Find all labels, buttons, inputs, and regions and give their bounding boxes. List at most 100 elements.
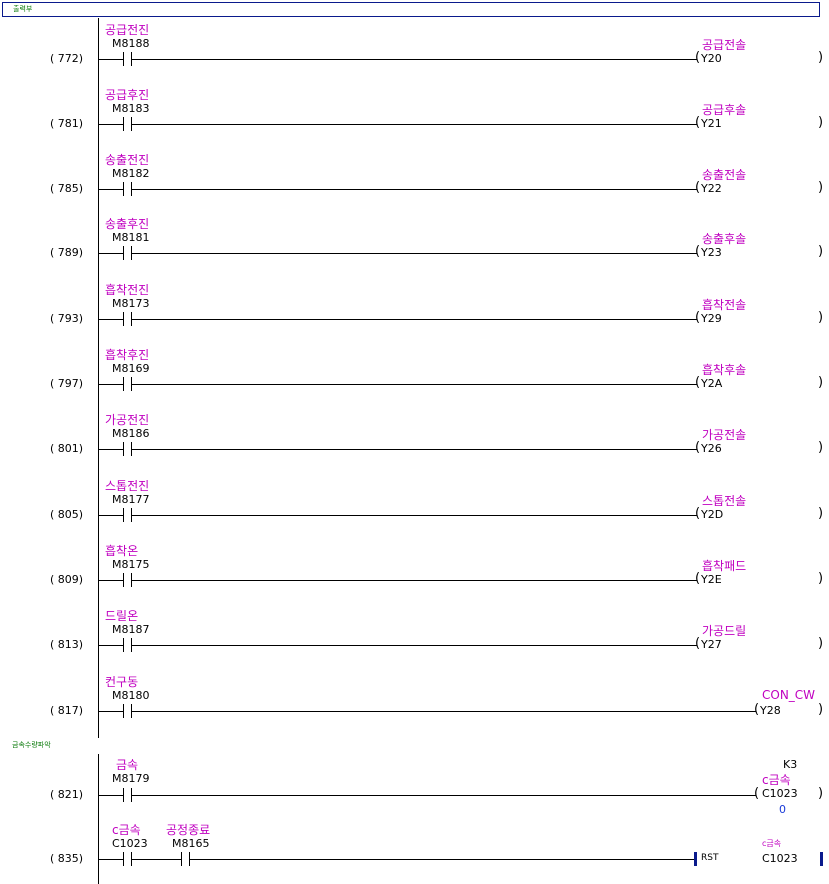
section-comment: 금속수량파악: [12, 741, 51, 749]
instruction-bracket-right: [820, 852, 823, 866]
coil-comment: 흡착전솔: [702, 298, 747, 312]
coil-left-paren: (: [695, 310, 701, 325]
coil-left-paren: (: [754, 786, 760, 801]
coil-right-paren: ): [818, 506, 824, 521]
contact-left-bar: [123, 442, 124, 456]
coil-left-paren: (: [695, 180, 701, 195]
wire: [99, 319, 123, 320]
contact-comment: 컨구동: [105, 675, 139, 689]
coil-device[interactable]: C1023: [762, 852, 798, 865]
contact-left-bar: [123, 246, 124, 260]
wire: [99, 711, 123, 712]
contact-right-bar: [131, 573, 132, 587]
contact-device[interactable]: M8173: [112, 297, 150, 310]
step-number: ( 813): [50, 638, 84, 651]
step-number-835: ( 835): [50, 852, 84, 865]
wire: [99, 189, 123, 190]
contact-right-bar: [131, 788, 132, 802]
contact-comment: c금속: [112, 823, 141, 837]
contact-left-bar: [123, 52, 124, 66]
contact-device[interactable]: M8186: [112, 427, 150, 440]
contact-right-bar: [131, 704, 132, 718]
coil-left-paren: (: [695, 636, 701, 651]
coil-left-paren: (: [695, 375, 701, 390]
coil-device[interactable]: Y2A: [701, 377, 723, 390]
contact-left-bar: [123, 508, 124, 522]
step-number: ( 801): [50, 442, 84, 455]
contact-device[interactable]: M8181: [112, 231, 150, 244]
contact-comment: 스톱전진: [105, 479, 150, 493]
coil-left-paren: (: [695, 571, 701, 586]
coil-device[interactable]: Y23: [701, 246, 722, 259]
coil-device[interactable]: Y2D: [701, 508, 724, 521]
coil-device[interactable]: Y27: [701, 638, 722, 651]
wire: [99, 59, 123, 60]
wire: [99, 859, 123, 860]
contact-right-bar: [131, 246, 132, 260]
coil-device[interactable]: Y22: [701, 182, 722, 195]
coil-device[interactable]: C1023: [762, 787, 798, 800]
coil-right-paren: ): [818, 244, 824, 259]
wire: [132, 253, 697, 254]
contact-left-bar: [123, 377, 124, 391]
coil-left-paren: (: [695, 244, 701, 259]
coil-comment: CON_CW: [762, 688, 816, 702]
contact-device[interactable]: M8175: [112, 558, 150, 571]
contact-left-bar: [123, 182, 124, 196]
contact-left-bar: [123, 704, 124, 718]
coil-device[interactable]: Y2E: [701, 573, 722, 586]
contact-left-bar: [123, 852, 124, 866]
coil-device[interactable]: Y21: [701, 117, 722, 130]
contact-left-bar: [123, 312, 124, 326]
coil-left-paren: (: [695, 440, 701, 455]
wire: [132, 319, 697, 320]
contact-device[interactable]: M8180: [112, 689, 150, 702]
coil-right-paren: ): [818, 375, 824, 390]
contact-device[interactable]: C1023: [112, 837, 148, 850]
contact-left-bar: [123, 638, 124, 652]
step-number: ( 793): [50, 312, 84, 325]
coil-right-paren: ): [818, 115, 824, 130]
contact-device[interactable]: M8165: [172, 837, 210, 850]
step-number-821: ( 821): [50, 788, 84, 801]
contact-comment: 공급후진: [105, 88, 150, 102]
instruction-bracket: [694, 852, 697, 866]
coil-comment: c금속: [762, 773, 791, 787]
coil-device[interactable]: Y29: [701, 312, 722, 325]
coil-device[interactable]: Y26: [701, 442, 722, 455]
counter-current-value: 0: [779, 803, 786, 816]
contact-device[interactable]: M8177: [112, 493, 150, 506]
step-number: ( 809): [50, 573, 84, 586]
wire: [132, 515, 697, 516]
coil-device[interactable]: Y20: [701, 52, 722, 65]
wire: [132, 384, 697, 385]
contact-device[interactable]: M8188: [112, 37, 150, 50]
step-number: ( 805): [50, 508, 84, 521]
wire: [99, 645, 123, 646]
coil-comment: 가공전솔: [702, 428, 747, 442]
contact-right-bar: [131, 508, 132, 522]
contact-device[interactable]: M8183: [112, 102, 150, 115]
wire: [132, 189, 697, 190]
contact-device[interactable]: M8182: [112, 167, 150, 180]
contact-right-bar: [131, 182, 132, 196]
step-number: ( 785): [50, 182, 84, 195]
contact-device[interactable]: M8169: [112, 362, 150, 375]
coil-right-paren: ): [818, 50, 824, 65]
coil-comment: 가공드릴: [702, 624, 747, 638]
coil-right-paren: ): [818, 310, 824, 325]
counter-setpoint: K3: [783, 758, 798, 771]
contact-device[interactable]: M8179: [112, 772, 150, 785]
wire: [132, 580, 697, 581]
instruction-name: RST: [701, 853, 719, 863]
wire: [132, 711, 756, 712]
contact-right-bar: [131, 377, 132, 391]
wire: [99, 384, 123, 385]
coil-left-paren: (: [695, 50, 701, 65]
coil-left-paren: (: [695, 506, 701, 521]
contact-right-bar: [131, 852, 132, 866]
contact-device[interactable]: M8187: [112, 623, 150, 636]
step-number: ( 781): [50, 117, 84, 130]
step-number: ( 789): [50, 246, 84, 259]
coil-device[interactable]: Y28: [760, 704, 781, 717]
